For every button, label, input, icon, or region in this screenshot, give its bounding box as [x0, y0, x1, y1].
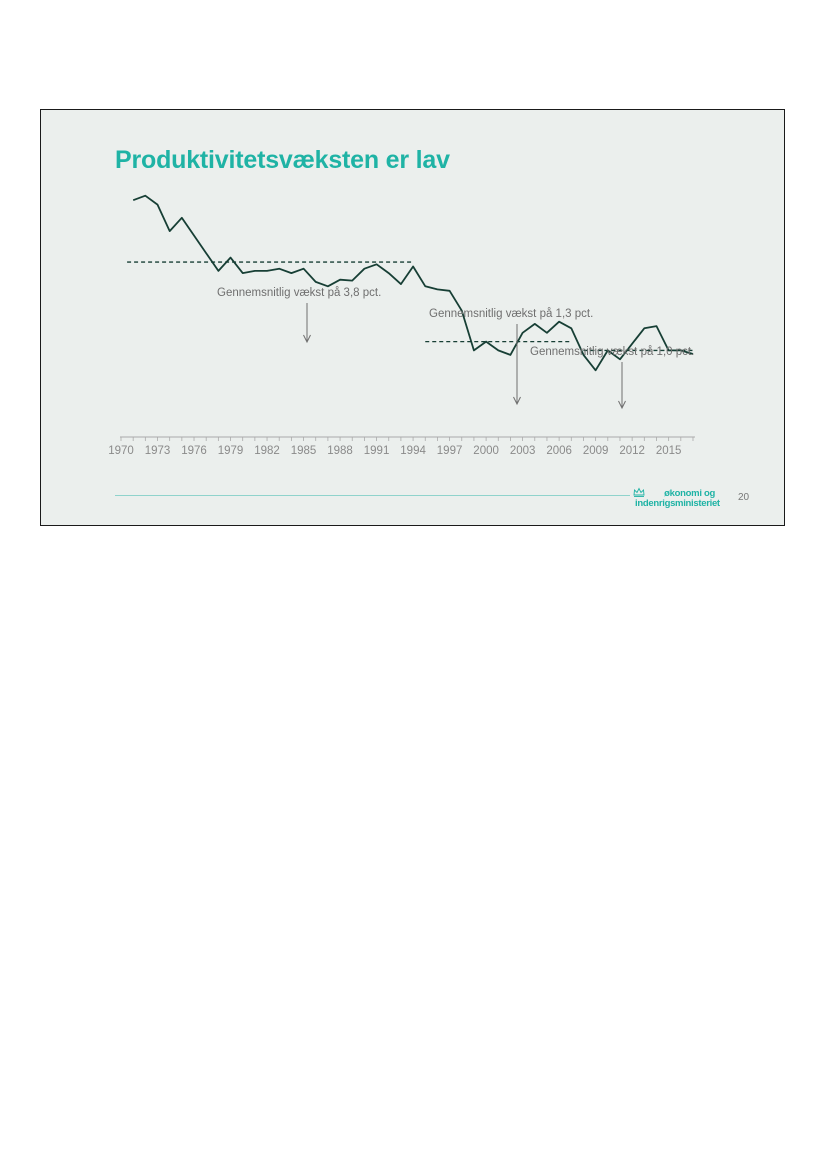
x-tick-label: 2006 [546, 445, 572, 457]
annotation-arrowhead-3 [618, 400, 626, 410]
x-tick-label: 1976 [181, 445, 207, 457]
x-tick-label: 1994 [400, 445, 426, 457]
annotation-label-1: Gennemsnitlig vækst på 3,8 pct. [217, 287, 381, 299]
x-tick-label: 2015 [656, 445, 682, 457]
x-tick-label: 2009 [583, 445, 609, 457]
x-tick-label: 1985 [291, 445, 317, 457]
annotation-label-2: Gennemsnitlig vækst på 1,3 pct. [429, 308, 593, 320]
footer-divider [115, 495, 630, 496]
x-tick-label: 1997 [437, 445, 463, 457]
annotation-arrowhead-1 [303, 334, 311, 344]
crown-icon [633, 487, 645, 497]
x-tick-label: 1991 [364, 445, 390, 457]
x-tick-label: 2000 [473, 445, 499, 457]
annotation-arrowhead-2 [513, 396, 521, 406]
x-tick-label: 1979 [218, 445, 244, 457]
x-tick-label: 2003 [510, 445, 536, 457]
slide: Produktivitetsvæksten er lav 1970 1973 197… [40, 109, 785, 526]
x-tick-label: 2012 [619, 445, 645, 457]
x-tick-label: 1970 [108, 445, 134, 457]
x-tick-label: 1982 [254, 445, 280, 457]
page-number: 20 [738, 492, 750, 503]
series-line [132, 194, 694, 372]
logo-text-line1: økonomi og [664, 488, 715, 499]
annotation-label-3: Gennemsnitlig vækst på 1,0 pct. [530, 346, 694, 358]
x-tick-label: 1973 [145, 445, 171, 457]
x-tick-label: 1988 [327, 445, 353, 457]
logo-text-line2: indenrigsministeriet [635, 498, 720, 509]
productivity-chart: 1970 1973 1976 1979 1982 1985 1988 1991 1994 1997… [108, 194, 695, 457]
slide-title: Produktivitetsvæksten er lav [115, 146, 450, 174]
